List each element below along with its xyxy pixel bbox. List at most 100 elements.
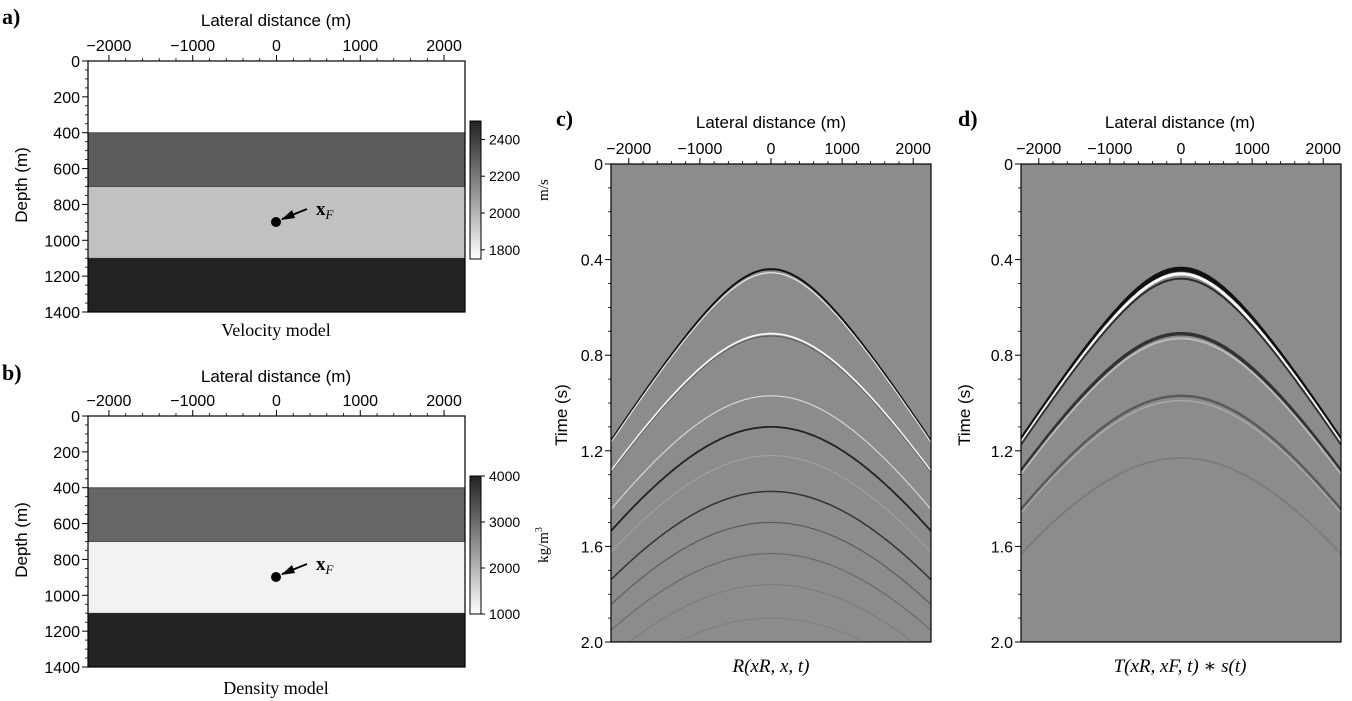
x-tick-label: 0: [272, 393, 281, 410]
y-tick-label: 600: [53, 162, 80, 179]
y-tick-label: 1000: [44, 233, 80, 250]
seismic-event: [1021, 394, 1341, 511]
x-tick-label: 1000: [1234, 141, 1270, 158]
seismic-event: [1021, 399, 1341, 514]
y-tick-label: 1200: [44, 269, 80, 286]
y-tick-label: 1.2: [991, 444, 1013, 461]
y-tick-label: 1000: [44, 588, 80, 605]
x-tick-label: 0: [272, 38, 281, 55]
panel-b-layers: [88, 416, 465, 667]
model-layer: [88, 258, 465, 312]
model-layer: [88, 487, 465, 542]
panel-b-yticks: 0 200 400 600 800 1000 1200 1400: [44, 409, 88, 677]
model-layer: [88, 416, 465, 488]
x-tick-label: 2000: [1305, 141, 1341, 158]
y-tick-label: 2.0: [581, 635, 603, 652]
seismic-event: [1021, 337, 1341, 475]
panel-b-xlabel: Lateral distance (m): [201, 367, 351, 386]
panel-a-frame: [87, 60, 466, 313]
seismic-event: [611, 268, 931, 442]
y-tick-label: 200: [53, 90, 80, 107]
panel-a-marker-label: xF: [316, 199, 335, 222]
panel-a-yticks: 0 200 400 600 800 1000 1200 1400: [44, 54, 88, 322]
x-tick-label: 2000: [426, 393, 462, 410]
y-tick-label: 1.2: [581, 444, 603, 461]
model-layer: [88, 132, 465, 187]
model-layer: [88, 613, 465, 667]
colorbar-tick-label: 1800: [489, 242, 520, 258]
y-tick-label: 1400: [44, 305, 80, 322]
x-tick-label: 1000: [342, 38, 378, 55]
seismic-event: [611, 332, 931, 472]
y-tick-label: 0: [594, 157, 603, 174]
seismic-event: [1021, 272, 1341, 444]
y-tick-label: 1400: [44, 660, 80, 677]
panel-d-yticks: 0 0.4 0.8 1.2 1.6 2.0: [991, 157, 1021, 652]
seismic-event: [676, 617, 866, 642]
x-tick-label: −1000: [1087, 141, 1132, 158]
panel-d-background: [1021, 164, 1341, 642]
panel-b-letter: b): [2, 360, 22, 385]
x-tick-label: 0: [1177, 141, 1186, 158]
panel-b-colorbar-ticks: 4000 3000 2000 1000: [481, 468, 520, 622]
panel-b-source-point: [271, 572, 281, 582]
panel-c-xlabel: Lateral distance (m): [696, 113, 846, 132]
panel-c-letter: c): [556, 106, 573, 131]
colorbar-tick-label: 3000: [489, 514, 520, 530]
panel-b-marker: xF: [271, 554, 335, 582]
panel-c: c) Lateral distance (m) −2000 −1000 0 1000 2…: [552, 106, 932, 677]
x-tick-label: −2000: [1016, 141, 1061, 158]
colorbar-tick-label: 2000: [489, 205, 520, 221]
panel-c-events: [611, 268, 931, 642]
panel-b-caption: Density model: [223, 678, 329, 698]
colorbar-tick-label: 2000: [489, 560, 520, 576]
y-tick-label: 400: [53, 126, 80, 143]
panel-a-source-point: [271, 217, 281, 227]
y-tick-label: 1.6: [991, 539, 1013, 556]
panel-c-yticks: 0 0.4 0.8 1.2 1.6 2.0: [581, 157, 611, 652]
x-tick-label: −1000: [170, 38, 215, 55]
y-tick-label: 0: [71, 409, 80, 426]
seismic-event: [1021, 277, 1341, 446]
y-tick-label: 1200: [44, 624, 80, 641]
panel-a-layers: [88, 61, 465, 312]
panel-b-arrowhead: [281, 565, 295, 575]
panel-b: b) Lateral distance (m) −2000 −1000 0 1000 2…: [2, 360, 552, 698]
panel-a-colorbar-unit: m/s: [536, 179, 552, 201]
colorbar-tick-label: 1000: [489, 606, 520, 622]
y-tick-label: 800: [53, 552, 80, 569]
x-tick-label: 2000: [895, 141, 931, 158]
y-tick-label: 0.4: [581, 253, 603, 270]
panel-a-letter: a): [2, 4, 20, 29]
panel-a-ylabel: Depth (m): [12, 147, 31, 223]
seismic-event: [611, 426, 931, 532]
seismic-event: [1021, 266, 1341, 443]
y-tick-label: 800: [53, 197, 80, 214]
seismic-event: [611, 521, 931, 606]
panel-a-colorbar: [469, 120, 482, 260]
colorbar-tick-label: 2400: [489, 131, 520, 147]
panel-c-ylabel: Time (s): [552, 384, 571, 446]
seismic-event: [611, 395, 931, 510]
x-tick-label: −2000: [86, 38, 131, 55]
x-tick-label: 2000: [426, 38, 462, 55]
panel-b-frame: [87, 415, 466, 668]
seismic-event: [611, 553, 931, 631]
panel-b-colorbar: [469, 475, 482, 615]
y-tick-label: 2.0: [991, 635, 1013, 652]
panel-c-xticks: −2000 −1000 0 1000 2000: [606, 141, 931, 164]
panel-c-caption: R(xR, x, t): [731, 656, 809, 677]
x-tick-label: −1000: [170, 393, 215, 410]
panel-b-xticks: −2000 −1000 0 1000 2000: [86, 393, 462, 416]
x-tick-label: 1000: [824, 141, 860, 158]
seismic-event: [1021, 331, 1341, 473]
y-tick-label: 0: [1004, 157, 1013, 174]
panel-d-ylabel: Time (s): [955, 384, 974, 446]
x-tick-label: −2000: [606, 141, 651, 158]
panel-d-xticks: −2000 −1000 0 1000 2000: [1016, 141, 1341, 164]
panel-a-marker: xF: [271, 199, 335, 227]
panel-a-arrowhead: [281, 210, 295, 220]
y-tick-label: 0.8: [991, 348, 1013, 365]
panel-d-letter: d): [958, 106, 978, 131]
